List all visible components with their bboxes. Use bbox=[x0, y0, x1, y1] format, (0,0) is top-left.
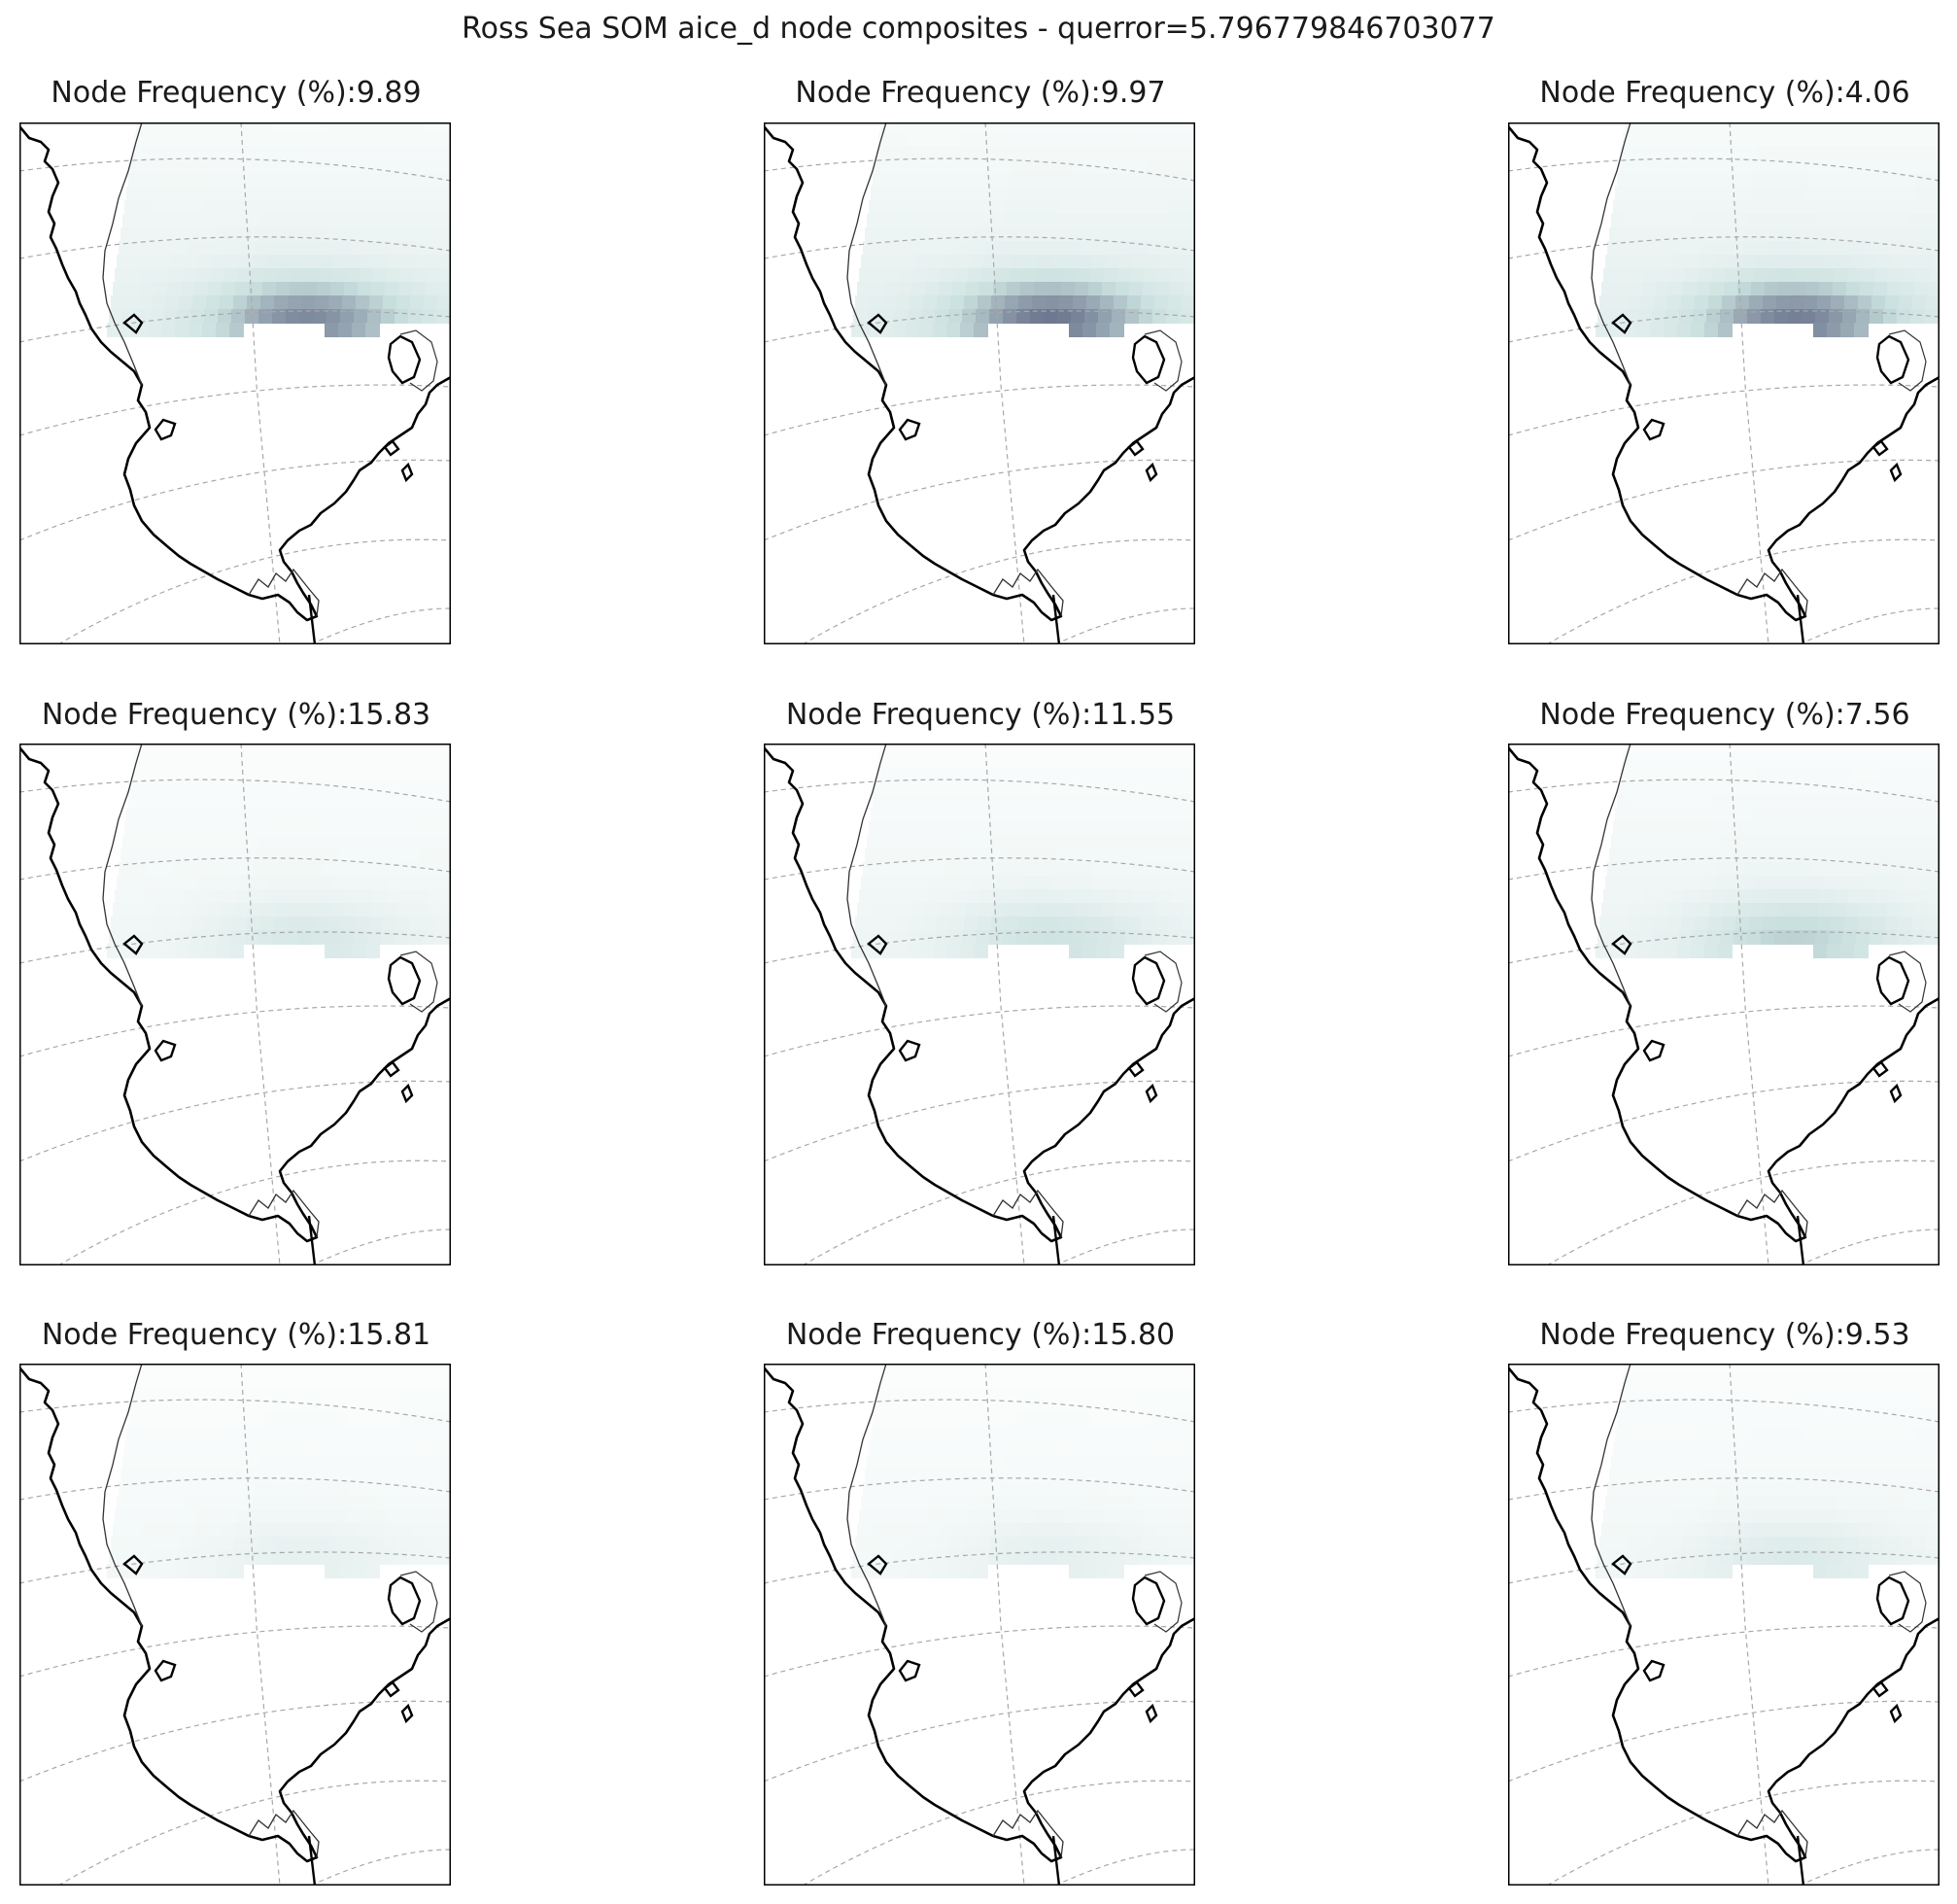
panel-title-node-5: Node Frequency (%):11.55 bbox=[785, 698, 1176, 732]
map-panel-node-9 bbox=[1508, 1364, 1940, 1886]
panel-title-node-9: Node Frequency (%):9.53 bbox=[1539, 1318, 1910, 1352]
map-panel-node-8 bbox=[764, 1364, 1195, 1886]
map-panel-node-1 bbox=[19, 122, 451, 644]
panel-title-node-4: Node Frequency (%):15.83 bbox=[41, 698, 431, 732]
map-panel-node-6 bbox=[1508, 744, 1940, 1265]
map-panel-node-4 bbox=[19, 744, 451, 1265]
panel-title-node-1: Node Frequency (%):9.89 bbox=[51, 76, 422, 110]
panel-title-node-6: Node Frequency (%):7.56 bbox=[1539, 698, 1910, 732]
map-panel-node-2 bbox=[764, 122, 1195, 644]
panel-title-node-3: Node Frequency (%):4.06 bbox=[1539, 76, 1910, 110]
map-panel-node-5 bbox=[764, 744, 1195, 1265]
map-panel-node-7 bbox=[19, 1364, 451, 1886]
map-panel-node-3 bbox=[1508, 122, 1940, 644]
figure-title: Ross Sea SOM aice_d node composites - qu… bbox=[462, 12, 1495, 46]
panel-title-node-2: Node Frequency (%):9.97 bbox=[795, 76, 1166, 110]
panel-title-node-7: Node Frequency (%):15.81 bbox=[41, 1318, 431, 1352]
panel-title-node-8: Node Frequency (%):15.80 bbox=[785, 1318, 1176, 1352]
